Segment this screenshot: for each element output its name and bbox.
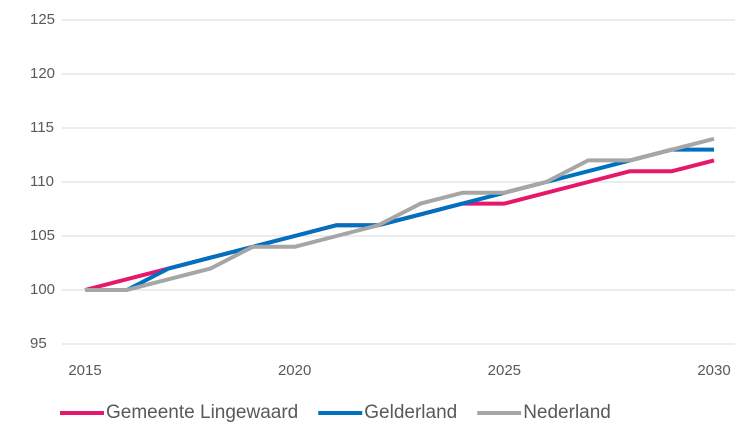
legend-label: Gelderland [364, 402, 457, 423]
series-line [84, 158, 715, 292]
x-tick-label: 2030 [697, 362, 730, 379]
legend-label: Gemeente Lingewaard [106, 402, 298, 423]
y-tick-label: 120 [30, 65, 55, 82]
y-tick-label: 105 [30, 227, 55, 244]
y-tick-label: 95 [30, 335, 47, 352]
x-tick-label: 2020 [278, 362, 311, 379]
y-tick-label: 100 [30, 281, 55, 298]
y-tick-label: 125 [30, 11, 55, 28]
legend-label: Nederland [523, 402, 611, 423]
series-line [85, 136, 715, 292]
x-tick-label: 2015 [68, 362, 101, 379]
series-line [85, 147, 714, 292]
y-tick-label: 115 [30, 119, 54, 136]
legend: Gemeente Lingewaard Gelderland Nederland [60, 402, 611, 423]
x-tick-label: 2025 [488, 362, 521, 379]
y-tick-label: 110 [30, 173, 54, 190]
